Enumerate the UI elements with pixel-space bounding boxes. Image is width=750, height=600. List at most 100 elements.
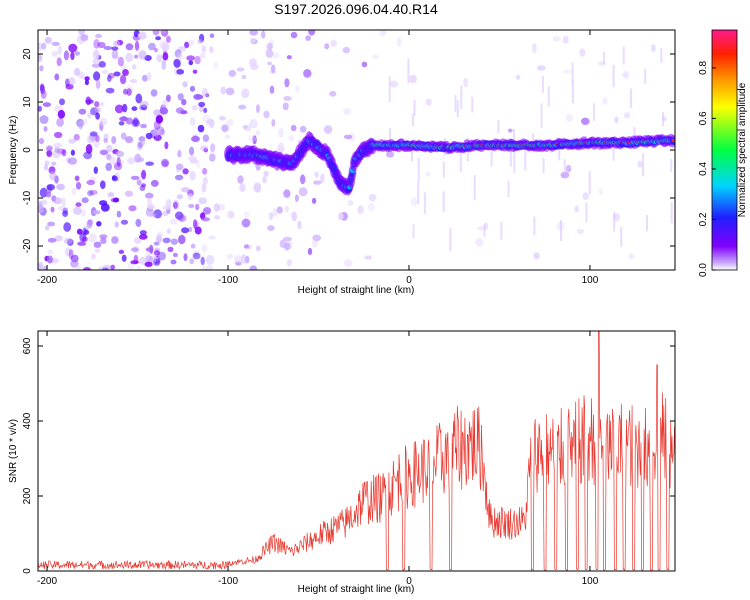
spectrogram-cell <box>263 110 270 119</box>
spectrogram-cell <box>425 171 431 177</box>
spectrogram-cell <box>95 134 100 143</box>
spectrogram-cell <box>91 63 101 68</box>
spectrogram-cell <box>173 58 181 68</box>
spectrogram-cell <box>671 139 675 142</box>
spectrogram-cell <box>249 265 258 270</box>
spectrogram-cell <box>80 34 89 42</box>
spectrogram-cell <box>127 157 136 165</box>
spectrogram-cell <box>38 138 45 145</box>
spectrogram-cell <box>94 107 102 113</box>
spectrogram-cell <box>107 74 112 83</box>
spectrogram-cell <box>197 124 205 133</box>
spectrogram-cell <box>111 49 119 59</box>
spectrogram-xtick-label: 0 <box>406 275 412 286</box>
snr-xtick-label: -100 <box>218 576 238 587</box>
spectrogram-cell <box>463 77 468 88</box>
spectrogram-cell <box>95 79 101 89</box>
spectrogram-streak <box>524 147 527 171</box>
spectrogram-cell <box>145 251 150 260</box>
spectrogram-cell <box>651 44 656 53</box>
spectrogram-streak <box>563 159 566 176</box>
spectrogram-cell <box>243 211 250 218</box>
spectrogram-cell <box>169 218 178 225</box>
spectrogram-cell <box>118 249 125 254</box>
spectrogram-cell <box>313 180 322 185</box>
spectrogram-cell <box>515 74 521 80</box>
spectrogram-cell <box>68 77 76 86</box>
spectrogram-cell <box>361 61 368 68</box>
spectrogram-cell <box>507 128 513 133</box>
spectrogram-cell <box>111 46 119 51</box>
spectrogram-cell <box>255 104 261 113</box>
spectrogram-streak <box>497 120 500 134</box>
spectrogram-cell <box>307 247 313 256</box>
spectrogram-cell <box>102 267 109 270</box>
spectrogram-cell <box>127 263 135 270</box>
spectrogram-cell <box>105 87 115 94</box>
spectrogram-cell <box>81 197 89 204</box>
spectrogram-cell <box>46 184 55 191</box>
spectrogram-cell <box>574 205 579 213</box>
spectrogram-streak <box>571 62 574 83</box>
spectrogram-streak <box>442 161 445 178</box>
spectrogram-cell <box>372 54 379 59</box>
spectrogram-streak <box>456 100 459 118</box>
spectrogram-cell <box>202 167 208 175</box>
spectrogram-cell <box>154 47 158 53</box>
spectrogram-cell <box>44 36 52 44</box>
spectrogram-streak <box>411 145 413 162</box>
spectrogram-streak <box>558 147 561 161</box>
spectrogram-cell <box>602 96 608 105</box>
spectrogram-cell <box>364 255 372 260</box>
spectrogram-cell <box>189 170 196 181</box>
spectrogram-cell <box>272 208 278 218</box>
spectrogram-cell <box>99 102 105 107</box>
spectrogram-cell <box>89 131 98 137</box>
spectrogram-streak <box>471 97 474 113</box>
spectrogram-cell <box>75 265 82 270</box>
spectrogram-cell <box>367 202 375 212</box>
spectrogram-cell <box>247 135 257 142</box>
spectrogram-cell <box>188 155 197 162</box>
snr-axes: -200 -100 0 100 0 200 400 600 <box>22 331 675 587</box>
spectrogram-cell <box>93 71 101 81</box>
spectrogram-cell <box>57 109 66 119</box>
colorbar-tick-label: 0.2 <box>698 212 709 226</box>
spectrogram-cell <box>198 101 206 108</box>
spectrogram-cell <box>191 135 200 143</box>
spectrogram-streak <box>411 113 414 126</box>
spectrogram-cell <box>184 41 190 48</box>
spectrogram-cell <box>45 191 52 198</box>
spectrogram-cell <box>63 237 73 245</box>
spectrogram-cell <box>51 50 59 57</box>
spectrogram-cell <box>210 143 216 153</box>
spectrogram-cell <box>105 144 113 153</box>
spectrogram-cell <box>536 65 546 71</box>
spectrogram-cell <box>137 32 144 38</box>
spectrogram-cell <box>99 149 109 156</box>
spectrogram-cell <box>278 127 284 138</box>
spectrogram-cell <box>78 30 86 36</box>
spectrogram-cell <box>64 247 72 257</box>
spectrogram-cell <box>389 80 399 88</box>
spectrogram-streak <box>423 192 426 214</box>
snr-ytick-label: 600 <box>22 337 33 354</box>
spectrogram-streak <box>612 146 615 161</box>
spectrogram-cell <box>149 244 154 254</box>
spectrogram-cell <box>202 134 210 142</box>
spectrogram-cell <box>57 45 62 55</box>
spectrogram-streak <box>662 112 664 126</box>
spectrogram-cell <box>175 163 181 173</box>
spectrogram-cell <box>201 243 208 253</box>
spectrogram-cell <box>533 252 540 260</box>
spectrogram-cell <box>182 168 189 175</box>
spectrogram-cell <box>225 87 235 96</box>
spectrogram-cell <box>598 187 604 196</box>
spectrogram-cell <box>142 74 148 82</box>
spectrogram-xtick-label: 100 <box>582 275 599 286</box>
spectrogram-streak <box>622 46 625 65</box>
spectrogram-cell <box>253 182 262 193</box>
spectrogram-cell <box>342 46 350 54</box>
snr-panel: -200 -100 0 100 0 200 400 600 Height of straigh… <box>8 330 676 595</box>
